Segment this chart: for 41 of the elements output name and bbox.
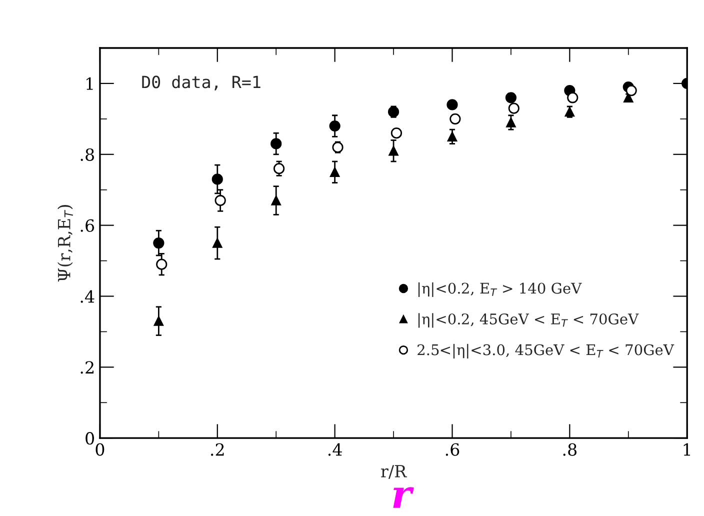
x-tick-label: .6 [446, 443, 460, 456]
x-tick-label: 0 [96, 443, 104, 456]
point [388, 106, 400, 118]
y-tick-label: .8 [80, 148, 94, 161]
point [626, 84, 637, 96]
point [273, 163, 285, 174]
point [212, 174, 223, 185]
point [154, 316, 164, 326]
annotation: D0 data, R=1 [142, 75, 260, 90]
x-axis-title: r/R [381, 465, 407, 479]
point [390, 128, 402, 139]
x-tick-label: .8 [563, 443, 577, 456]
x-tick-label: .2 [211, 443, 224, 456]
y-tick-label: 1 [86, 77, 93, 90]
y-tick-label: 0 [86, 432, 94, 445]
legend-label: 2.5<|η|<3.0, 45GeV < E$_{T}$ < 70GeV [418, 344, 674, 358]
point [450, 113, 461, 124]
point [153, 237, 164, 249]
point [156, 258, 168, 270]
point [447, 132, 458, 142]
point [388, 146, 398, 156]
y-tick-label: .4 [80, 290, 94, 303]
x-tick-label: .4 [328, 443, 342, 456]
point [567, 92, 578, 104]
legend-label: |η|<0.2, E$_{T}$ > 140 GeV [418, 282, 582, 297]
point [506, 118, 516, 128]
text: r [393, 487, 414, 508]
y-tick-label: .2 [80, 361, 94, 374]
point [330, 167, 340, 177]
y-tick-label: .6 [80, 219, 94, 232]
x-tick-label: 1 [684, 443, 690, 456]
point [508, 102, 520, 114]
point [214, 194, 226, 206]
point [270, 138, 282, 150]
point [212, 238, 222, 248]
point [446, 99, 458, 110]
y-axis-title: Ψ(r,R,E$_{T}$) [58, 205, 73, 282]
point [329, 120, 340, 132]
point [505, 92, 517, 104]
legend-label: |η|<0.2, 45GeV < E$_{T}$ < 70GeV [418, 313, 639, 328]
point [271, 196, 281, 206]
